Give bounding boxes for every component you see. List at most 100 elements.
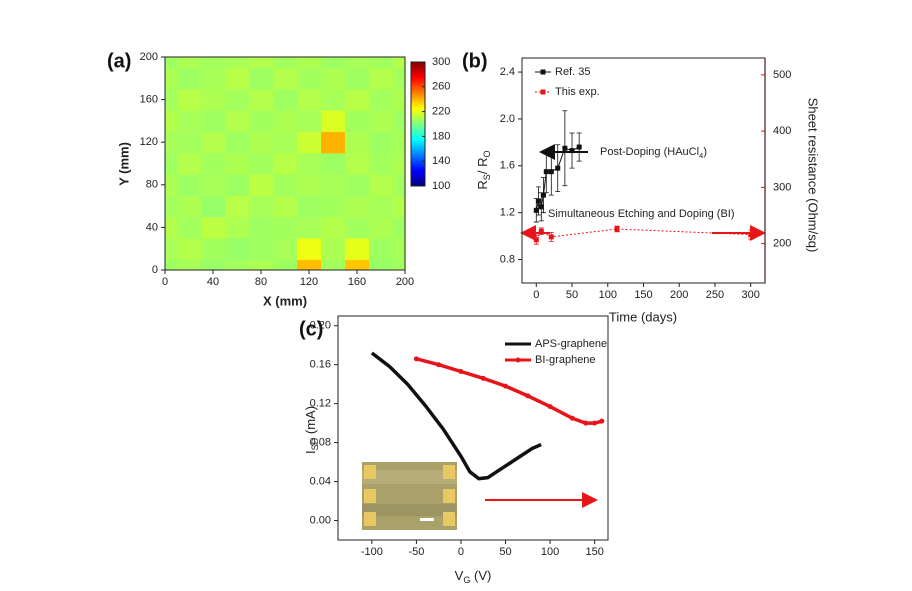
y-tick-label: 0.12 (310, 398, 331, 410)
heatmap-cell (369, 110, 394, 133)
annotation: Simultaneous Etching and Doping (BI) (548, 208, 735, 220)
label-part: (V) (470, 568, 491, 583)
colorbar-band (411, 134, 425, 137)
x-tick-label: 50 (566, 289, 578, 301)
y-tick-label: 0.8 (500, 253, 515, 265)
colorbar-band (411, 165, 425, 168)
heatmap-cell (345, 57, 370, 69)
colorbar-tick-label: 100 (432, 180, 450, 192)
colorbar-band (411, 70, 425, 73)
y-axis-label: ISD (mA) (303, 406, 320, 454)
panel: (a) 100 140 180 220 260 300 0 40 80 120 160 200 0 40 80… (107, 50, 450, 288)
x-tick-label: 80 (255, 276, 267, 288)
panel-label: (c) (299, 318, 323, 340)
heatmap-cell (393, 195, 405, 218)
device-inset (362, 462, 457, 530)
heatmap-cell (201, 67, 226, 90)
heatmap-cell (273, 152, 298, 175)
heatmap-cell (369, 131, 394, 154)
heatmap-cell (321, 174, 346, 196)
heatmap-cell (165, 152, 178, 175)
series-line (415, 357, 603, 425)
marker (480, 375, 486, 381)
colorbar-band (411, 117, 425, 121)
legend-marker (540, 69, 546, 75)
x-tick-label: 150 (634, 289, 652, 301)
heatmap-cell (249, 174, 274, 196)
heatmap-cell (249, 57, 274, 69)
heatmap-cell (369, 67, 394, 90)
colorbar-band (411, 130, 425, 133)
label-part: R (475, 180, 490, 189)
heatmap-cell (393, 110, 405, 133)
x-tick-label: 50 (499, 546, 511, 558)
label-part: (mA) (303, 406, 318, 438)
marker (614, 226, 620, 232)
heatmap-cell (201, 259, 226, 270)
heatmap-cell (321, 57, 346, 69)
x-axis-label: VG (V) (455, 568, 492, 585)
heatmap-cell (273, 195, 298, 218)
colorbar-band (411, 76, 425, 80)
heatmap-cell (225, 110, 250, 133)
heatmap-cell (165, 57, 178, 69)
heatmap-cell (297, 88, 322, 111)
colorbar-band (411, 80, 425, 84)
heatmap-cell (393, 259, 405, 270)
heatmap-cell (393, 216, 405, 239)
heatmap-cell (369, 216, 394, 239)
heatmap-cell (345, 110, 370, 133)
colorbar-band (411, 90, 425, 94)
heatmap-cell (321, 259, 346, 270)
x-tick-label: 300 (742, 289, 760, 301)
heatmap-cell (273, 110, 298, 133)
x-tick-label: 200 (396, 276, 414, 288)
heatmap-cell (201, 57, 226, 69)
legend: APS-graphene BI-graphene (505, 338, 607, 366)
heatmap-cell (177, 216, 202, 239)
marker (533, 207, 539, 213)
marker (569, 415, 575, 421)
heatmap-cell (177, 238, 202, 260)
marker (540, 192, 546, 198)
heatmap-cell (201, 131, 226, 154)
colorbar-band (411, 159, 425, 162)
heatmap-cell (369, 195, 394, 218)
marker (592, 420, 598, 426)
series (370, 351, 542, 481)
colorbar-band (411, 103, 425, 106)
heatmap-cell (369, 174, 394, 196)
heatmap-cell (165, 216, 178, 239)
colorbar-band (411, 179, 425, 183)
heatmap-cell (369, 88, 394, 111)
colorbar-band (411, 173, 425, 177)
heatmap-cell (393, 174, 405, 196)
colorbar-band (411, 144, 425, 148)
x-tick-label: 250 (706, 289, 724, 301)
heatmap-cell (177, 259, 202, 270)
heatmap-cell (321, 131, 346, 154)
heatmap-cell (201, 152, 226, 175)
subscript: G (463, 575, 470, 585)
colorbar-band (411, 111, 425, 115)
colorbar-band (411, 101, 425, 104)
marker (525, 393, 531, 399)
colorbar-band (411, 167, 425, 170)
colorbar-band (411, 66, 425, 69)
heatmap-cell (249, 67, 274, 90)
colorbar-band (411, 138, 425, 142)
heatmap-cell (321, 110, 346, 133)
heatmap-cell (201, 88, 226, 111)
marker (555, 165, 561, 171)
heatmap-cell (321, 195, 346, 218)
y-axis-label: RS/ RO (475, 150, 492, 189)
heatmap-cell (297, 131, 322, 154)
marker (547, 404, 553, 410)
heatmap-cell (369, 57, 394, 69)
heatmap-cell (393, 238, 405, 260)
heatmap-cell (273, 131, 298, 154)
colorbar-band (411, 62, 425, 65)
colorbar-band (411, 152, 425, 156)
label-part: Post-Doping (HAuCl (600, 146, 699, 158)
